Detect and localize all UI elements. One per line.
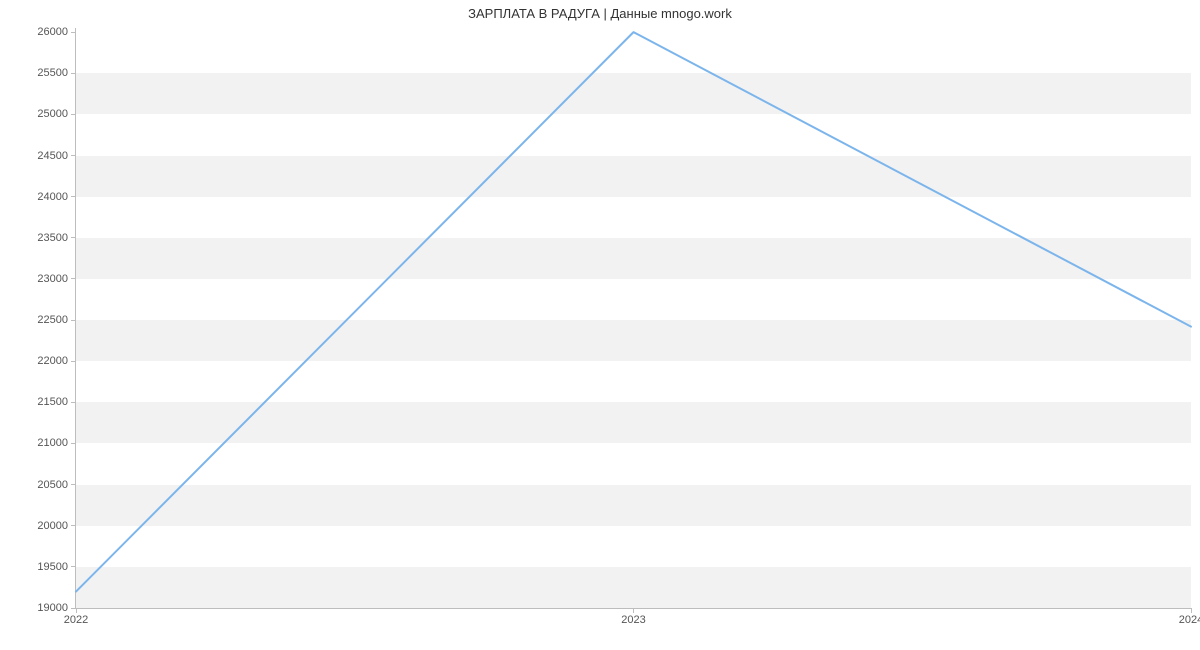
x-tick-label: 2024 — [1179, 608, 1200, 626]
y-tick-label: 24500 — [37, 150, 76, 162]
y-tick-label: 20000 — [37, 520, 76, 532]
y-tick-label: 26000 — [37, 26, 76, 38]
y-tick-label: 24000 — [37, 191, 76, 203]
salary-line-chart: ЗАРПЛАТА В РАДУГА | Данные mnogo.work 19… — [0, 0, 1200, 650]
line-layer — [76, 28, 1191, 608]
plot-area: 1900019500200002050021000215002200022500… — [75, 28, 1191, 609]
y-tick-label: 25500 — [37, 67, 76, 79]
y-tick-label: 20500 — [37, 479, 76, 491]
x-tick-label: 2023 — [621, 608, 645, 626]
y-tick-label: 22500 — [37, 314, 76, 326]
series-line-salary — [76, 32, 1191, 591]
y-tick-label: 23500 — [37, 232, 76, 244]
y-tick-label: 22000 — [37, 355, 76, 367]
y-tick-label: 25000 — [37, 108, 76, 120]
x-tick-label: 2022 — [64, 608, 88, 626]
y-tick-label: 21000 — [37, 437, 76, 449]
chart-title: ЗАРПЛАТА В РАДУГА | Данные mnogo.work — [0, 6, 1200, 21]
y-tick-label: 21500 — [37, 396, 76, 408]
y-tick-label: 23000 — [37, 273, 76, 285]
y-tick-label: 19500 — [37, 561, 76, 573]
